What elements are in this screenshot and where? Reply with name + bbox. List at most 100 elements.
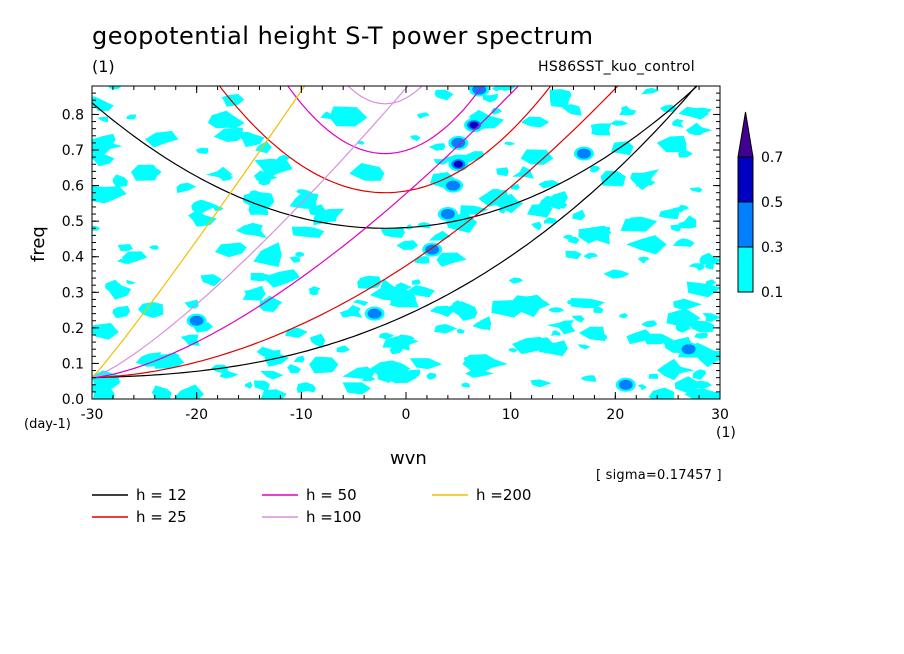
shade-blob — [675, 324, 691, 333]
shade-blob — [152, 385, 172, 399]
shade-blob — [100, 376, 122, 388]
shade-blob — [409, 358, 443, 370]
colorbar-segment — [737, 246, 754, 293]
colorbar-label: 0.5 — [761, 195, 783, 211]
peak-core — [453, 160, 463, 168]
shade-blob — [97, 116, 109, 123]
shade-blob — [92, 99, 114, 111]
shade-blob — [472, 321, 488, 330]
shade-blob — [406, 224, 414, 230]
legend-label: h =100 — [306, 508, 361, 526]
shade-blob — [205, 166, 233, 181]
shade-blob — [659, 104, 677, 112]
shade-blob — [482, 93, 498, 103]
shade-blob — [242, 191, 275, 209]
peak-core — [448, 182, 458, 190]
shade-blob — [648, 373, 659, 379]
shade-blob — [195, 147, 209, 154]
shade-blob — [309, 333, 326, 349]
peak-mid — [618, 379, 633, 390]
legend-label: h = 12 — [136, 486, 187, 504]
shade-blob — [583, 252, 599, 260]
shade-blob — [380, 226, 405, 238]
shade-blob — [463, 356, 472, 362]
shade-blob — [565, 250, 582, 260]
shade-blob — [255, 141, 272, 154]
shade-blob — [685, 122, 713, 136]
shade-blob — [672, 204, 690, 213]
shade-blob — [678, 215, 697, 229]
shade-blob — [563, 234, 573, 240]
peak-core — [453, 139, 463, 147]
shade-blob — [293, 355, 305, 363]
curve-50-lower — [92, 86, 520, 379]
shade-blob — [389, 346, 403, 355]
shade-blob — [704, 263, 714, 270]
shade-blob — [173, 384, 205, 399]
shade-blob — [131, 164, 160, 181]
shade-blob — [593, 306, 604, 314]
power-peaks — [186, 86, 699, 392]
shade-blob — [417, 112, 430, 119]
shade-blob — [686, 281, 720, 298]
shade-blob — [92, 185, 127, 204]
shade-blob — [426, 372, 437, 380]
chart-subtitle-right: HS86SST_kuo_control — [538, 59, 695, 75]
shade-blob — [543, 217, 558, 224]
shade-blob — [658, 207, 680, 220]
colorbar-label: 0.3 — [761, 240, 783, 256]
shade-blob — [396, 240, 419, 250]
x-axis-unit: (1) — [716, 425, 736, 441]
shade-blob — [148, 245, 159, 250]
shade-blob — [626, 235, 667, 255]
shade-blob — [285, 327, 308, 338]
shade-blob — [253, 242, 282, 267]
shade-blob — [462, 354, 508, 372]
shade-blob — [184, 299, 199, 309]
shade-blob — [456, 328, 465, 334]
shade-blob — [148, 169, 162, 176]
shade-blob — [527, 297, 551, 310]
shade-blob — [370, 360, 411, 380]
legend: h = 12 h = 25 h = 50 h =100 h =200 — [92, 486, 531, 526]
shade-blob — [705, 279, 717, 286]
peak-core — [443, 210, 453, 218]
y-tick-label: 0.8 — [62, 107, 84, 123]
x-tick-label: 30 — [711, 407, 729, 423]
shade-blob — [210, 364, 229, 374]
chart-title: geopotential height S-T power spectrum — [92, 22, 594, 50]
colorbar-segment — [737, 156, 754, 203]
y-tick-label: 0.4 — [62, 250, 84, 266]
shade-blob — [491, 107, 502, 115]
shade-blob — [637, 384, 647, 391]
shade-blob — [434, 89, 454, 101]
x-tick-label: -30 — [81, 407, 104, 423]
shade-blob — [641, 87, 660, 95]
shade-blob — [92, 135, 123, 155]
shade-blob — [446, 301, 478, 321]
shade-blob — [550, 98, 570, 109]
shade-blob — [245, 381, 253, 389]
shade-blob — [126, 279, 136, 285]
shade-blob — [577, 344, 591, 350]
shade-blob — [92, 323, 119, 340]
shade-blob — [434, 324, 458, 334]
shade-blob — [404, 339, 419, 345]
shade-blob — [92, 153, 115, 167]
shade-blob — [656, 135, 687, 153]
shade-blob — [287, 364, 302, 374]
colorbar-label: 0.7 — [761, 150, 783, 166]
y-tick-label: 0.7 — [62, 143, 84, 159]
shade-blob — [112, 174, 128, 188]
colorbar-segment — [737, 201, 754, 248]
y-tick-label: 0.1 — [62, 356, 84, 372]
shade-blob — [294, 251, 305, 258]
shade-blob — [369, 278, 408, 301]
shade-blob — [580, 375, 596, 383]
shade-blob — [673, 298, 702, 311]
shade-blob — [235, 222, 268, 239]
shade-blob — [234, 131, 265, 148]
shade-blob — [291, 226, 325, 238]
x-tick-label: -10 — [290, 407, 313, 423]
shade-blob — [688, 263, 705, 271]
